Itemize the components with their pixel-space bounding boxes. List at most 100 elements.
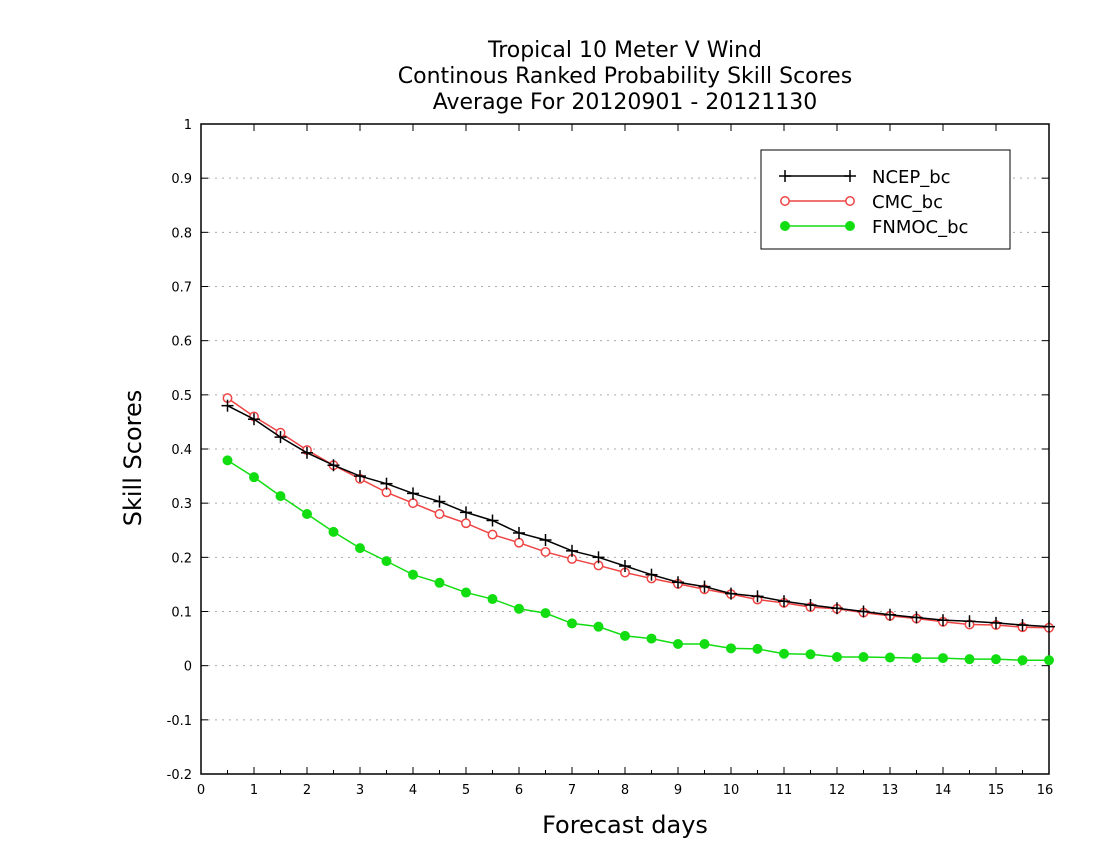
data-point-NCEP_bc [354,470,366,483]
data-point-NCEP_bc [566,544,578,557]
y-tick-label: 0.3 [171,497,192,512]
data-point-NCEP_bc [592,551,605,564]
data-point-NCEP_bc [672,576,684,589]
data-point-FNMOC_bc [328,526,339,537]
data-point-NCEP_bc [380,477,393,490]
y-tick-label: 0.9 [171,172,192,187]
data-point-FNMOC_bc [832,652,842,662]
x-tick-label: 0 [197,783,205,798]
data-point-NCEP_bc [513,526,525,539]
data-point-FNMOC_bc [673,639,683,649]
series-FNMOC_bc [222,455,1054,666]
data-point-CMC_bc [487,529,498,540]
data-point-FNMOC_bc [302,509,312,519]
series-line-FNMOC_bc [227,459,1049,661]
data-point-NCEP_bc [937,614,949,627]
x-tick-label: 14 [935,783,952,798]
data-point-FNMOC_bc [487,594,498,605]
legend-marker [845,221,855,231]
legend-label: FNMOC_bc [872,217,968,238]
data-point-FNMOC_bc [620,630,630,641]
data-point-CMC_bc [540,546,551,557]
legend-entry-CMC_bc: CMC_bc [780,192,943,213]
data-point-CMC_bc [514,537,524,548]
title-line-2: Continous Ranked Probability Skill Score… [398,64,852,89]
data-point-NCEP_bc [301,446,313,459]
x-tick-label: 9 [674,783,682,798]
x-tick-label: 16 [1037,783,1054,798]
series-line-NCEP_bc [227,404,1050,628]
data-point-NCEP_bc [407,487,419,500]
data-point-FNMOC_bc [408,569,418,580]
legend-marker [780,221,790,231]
legend-label: NCEP_bc [872,167,951,188]
y-tick-label: 0.1 [171,606,192,621]
data-point-FNMOC_bc [646,633,657,644]
data-point-NCEP_bc [698,580,711,593]
y-tick-label: 0.2 [171,551,192,566]
legend-marker [845,196,855,206]
y-axis-label: Skill Scores [119,390,147,527]
data-point-NCEP_bc [778,595,790,608]
data-point-FNMOC_bc [699,639,710,649]
grid-lines [201,177,1049,721]
data-point-FNMOC_bc [779,648,789,659]
data-point-NCEP_bc [274,431,287,444]
data-point-NCEP_bc [751,590,764,603]
data-point-NCEP_bc [460,506,472,519]
x-tick-label: 8 [621,783,629,798]
series-layer [221,393,1055,666]
x-tick-label: 11 [776,783,793,798]
data-point-CMC_bc [461,518,471,529]
y-tick-label: 0.7 [171,281,192,296]
data-point-FNMOC_bc [514,603,524,614]
y-tick-label: -0.1 [167,714,192,729]
data-point-FNMOC_bc [805,649,816,660]
x-axis-label: Forecast days [542,811,708,839]
data-point-NCEP_bc [221,399,234,412]
y-tick-label: 0.8 [171,226,192,241]
legend-entry-FNMOC_bc: FNMOC_bc [780,217,968,238]
data-point-FNMOC_bc [752,643,763,654]
x-tick-label: 2 [303,783,311,798]
x-tick-label: 13 [882,783,899,798]
data-point-FNMOC_bc [858,652,869,662]
data-point-FNMOC_bc [381,556,392,567]
data-point-FNMOC_bc [991,654,1001,665]
y-tick-label: 0 [184,660,192,675]
x-tick-label: 6 [515,783,523,798]
x-tick-label: 12 [829,783,846,798]
y-tick-label: -0.2 [167,768,192,783]
data-point-NCEP_bc [645,568,658,581]
data-point-NCEP_bc [433,495,446,508]
x-tick-label: 5 [462,783,470,798]
x-tick-label: 3 [356,783,364,798]
data-point-FNMOC_bc [911,653,922,664]
legend: NCEP_bc CMC_bc FNMOC_bc [760,149,1011,250]
axis-ticks: -0.2-0.100.10.20.30.40.50.60.70.80.910 1 2… [167,118,1054,798]
data-point-NCEP_bc [910,611,923,624]
series-line-CMC_bc [227,397,1050,629]
data-point-NCEP_bc [831,602,843,615]
data-point-FNMOC_bc [249,472,259,483]
y-tick-label: 0.4 [171,443,192,458]
data-point-FNMOC_bc [567,618,577,629]
data-point-NCEP_bc [1016,619,1029,632]
series-NCEP_bc [221,399,1055,633]
y-tick-label: 0.6 [171,335,192,350]
data-point-FNMOC_bc [964,654,975,665]
data-point-NCEP_bc [804,599,817,611]
x-tick-label: 7 [568,783,576,798]
data-point-FNMOC_bc [885,652,895,663]
legend-entry-NCEP_bc: NCEP_bc [779,167,951,188]
data-point-CMC_bc [434,509,445,519]
data-point-NCEP_bc [884,608,896,621]
data-point-NCEP_bc [619,560,631,572]
legend-marker [780,196,790,206]
data-point-FNMOC_bc [593,621,604,632]
legend-label: CMC_bc [872,192,943,213]
data-point-NCEP_bc [725,587,737,600]
data-point-FNMOC_bc [222,455,233,466]
data-point-NCEP_bc [539,534,552,546]
